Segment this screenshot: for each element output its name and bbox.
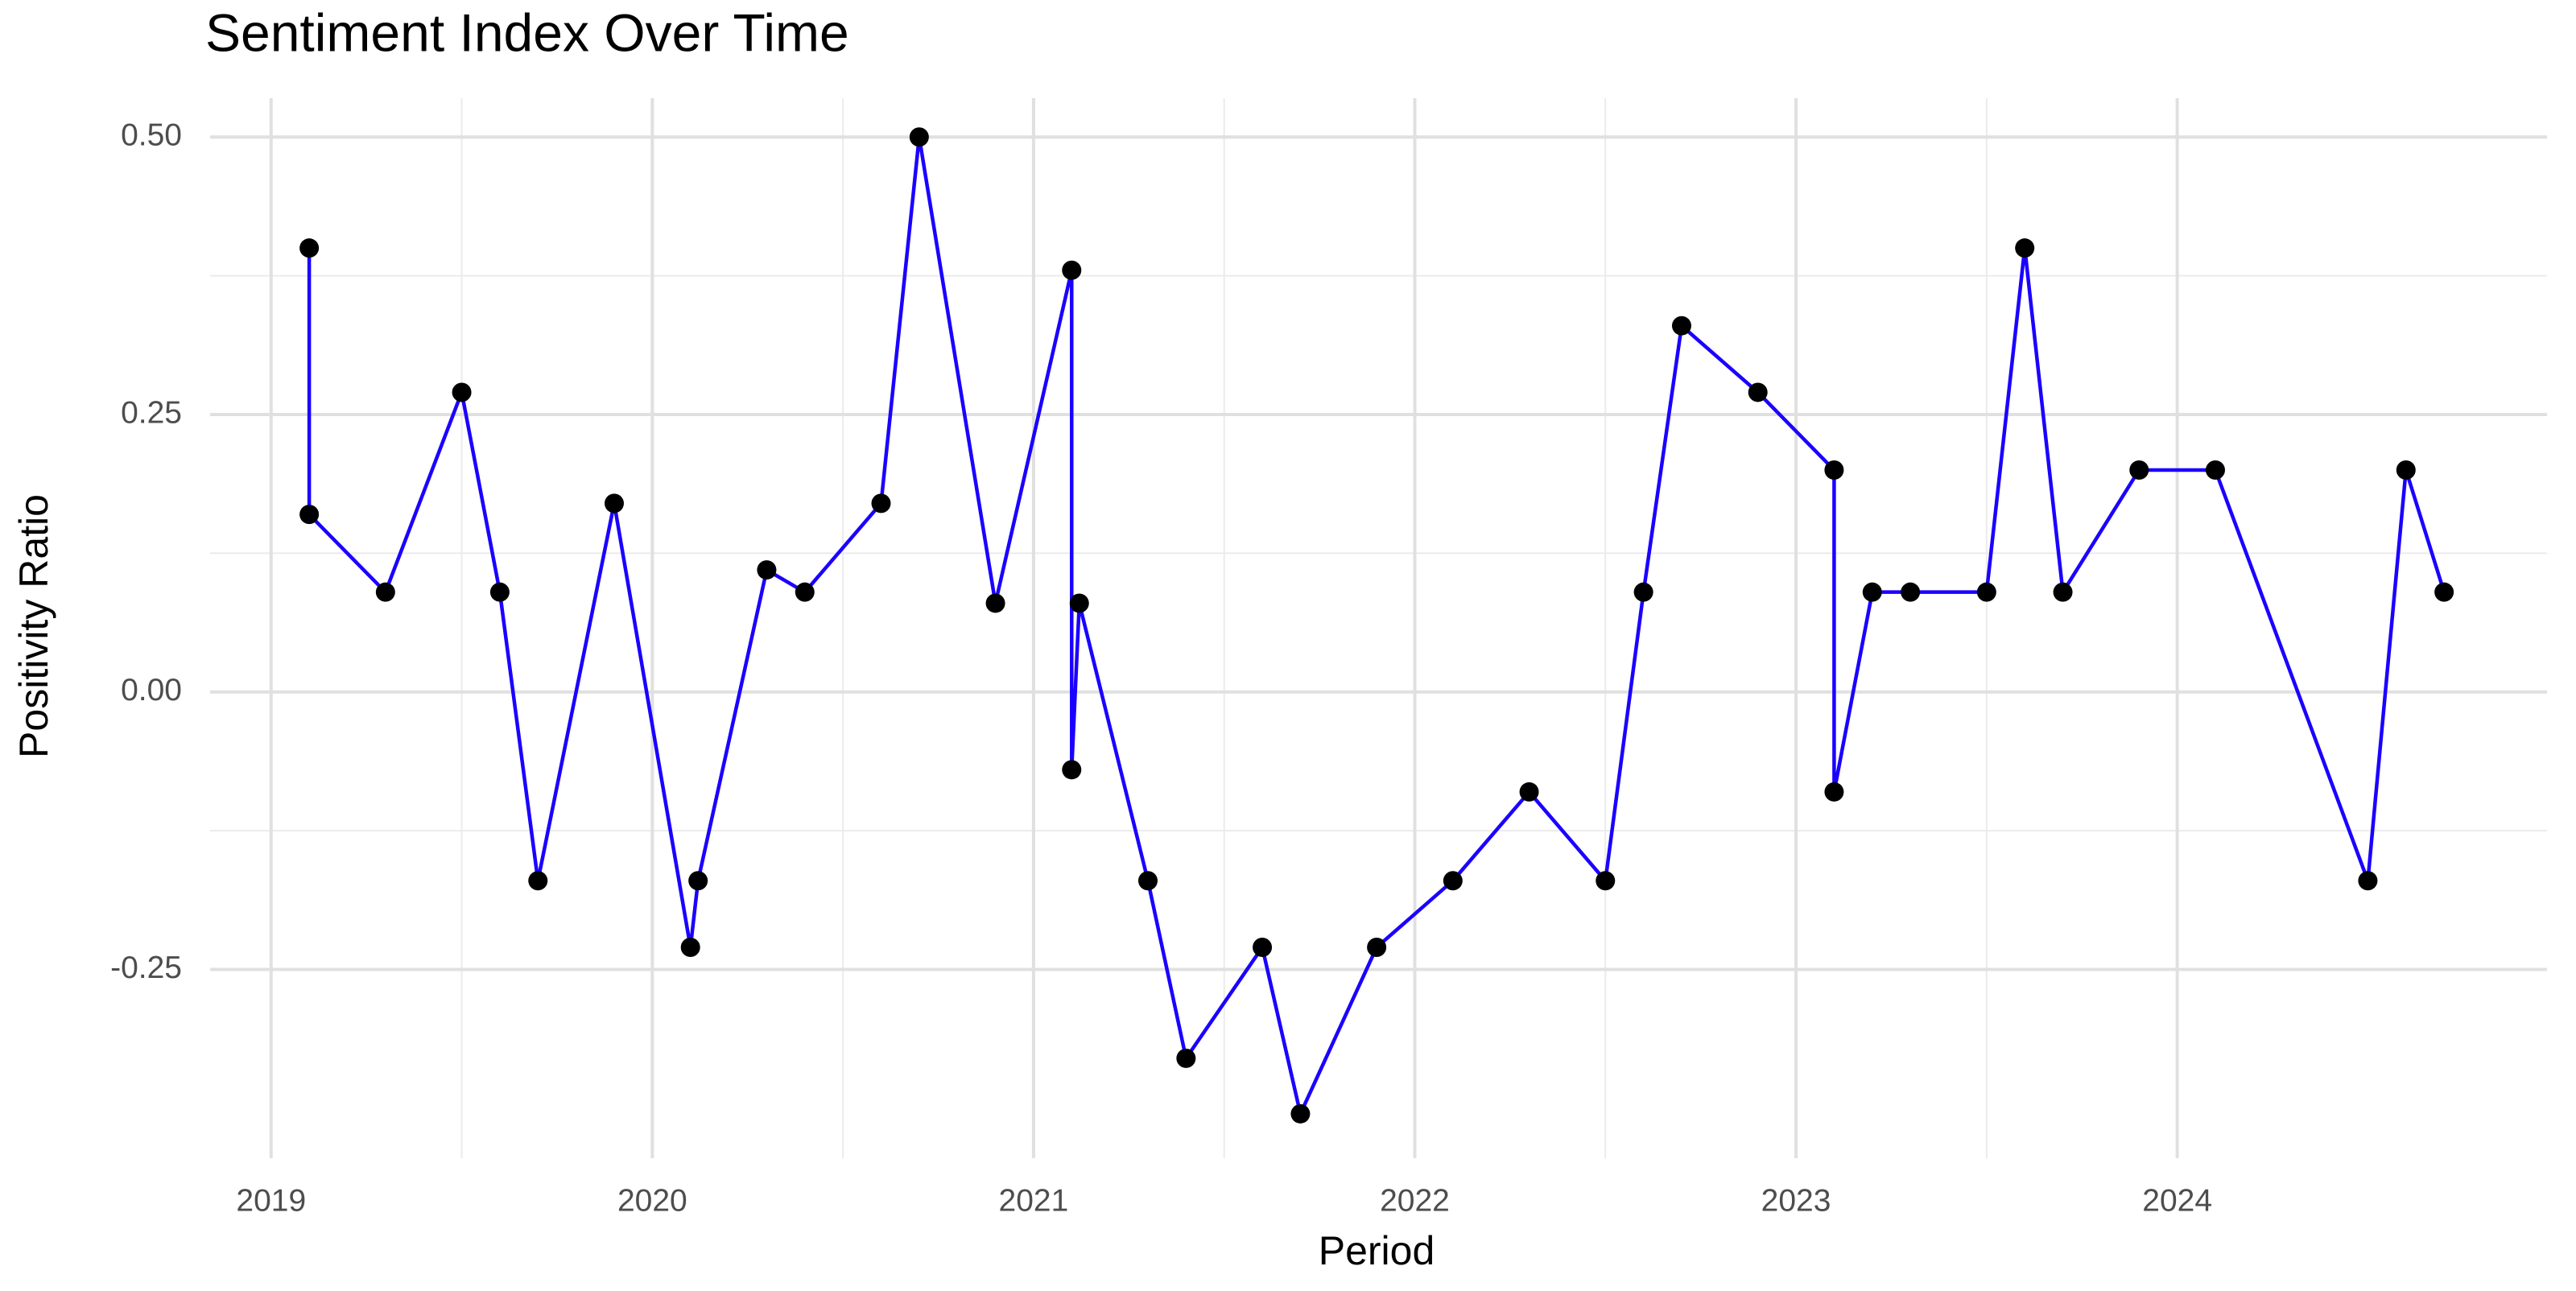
data-point [688,871,708,891]
y-tick-label: 0.00 [121,673,182,707]
data-point [2129,460,2149,480]
data-point [1862,582,1882,602]
data-point [452,382,472,402]
data-point [2015,238,2035,258]
x-tick-label: 2022 [1380,1183,1450,1218]
y-tick-label: 0.25 [121,395,182,430]
data-point [2396,460,2416,480]
data-point [2053,582,2073,602]
data-point [1062,260,1082,280]
data-point [1176,1048,1196,1068]
data-point [2205,460,2225,480]
data-point [985,593,1005,613]
y-axis-title: Positivity Ratio [11,494,56,758]
x-tick-label: 2024 [2142,1183,2212,1218]
data-point [1901,582,1921,602]
x-axis-title: Period [1319,1228,1435,1273]
data-point [1069,593,1089,613]
x-tick-label: 2019 [236,1183,306,1218]
data-point [795,582,815,602]
chart-title: Sentiment Index Over Time [205,2,849,62]
x-tick-label: 2021 [999,1183,1069,1218]
data-point [1443,871,1463,891]
data-line [307,135,2446,1116]
y-tick-label: 0.50 [121,118,182,153]
data-point [528,871,548,891]
data-point [757,560,777,580]
data-point [1367,937,1387,957]
data-point [2434,582,2454,602]
data-point [489,582,510,602]
data-point [1253,937,1273,957]
data-point [1137,871,1158,891]
data-point [1748,382,1768,402]
data-point [299,505,320,525]
data-point [1976,582,1996,602]
data-point [1824,782,1844,802]
x-tick-label: 2023 [1761,1183,1831,1218]
data-point [1290,1103,1311,1124]
data-point [1824,460,1844,480]
x-tick-label: 2020 [617,1183,687,1218]
data-point [375,582,395,602]
data-point [1633,582,1653,602]
data-point [1519,782,1539,802]
data-point [1596,871,1616,891]
data-point [871,493,891,514]
data-point [1062,760,1082,780]
data-point [299,238,320,258]
data-point [680,937,700,957]
y-tick-label: -0.25 [110,951,182,985]
data-point [604,493,624,514]
data-point [2358,871,2378,891]
data-point [909,127,929,147]
data-point [1671,316,1691,336]
